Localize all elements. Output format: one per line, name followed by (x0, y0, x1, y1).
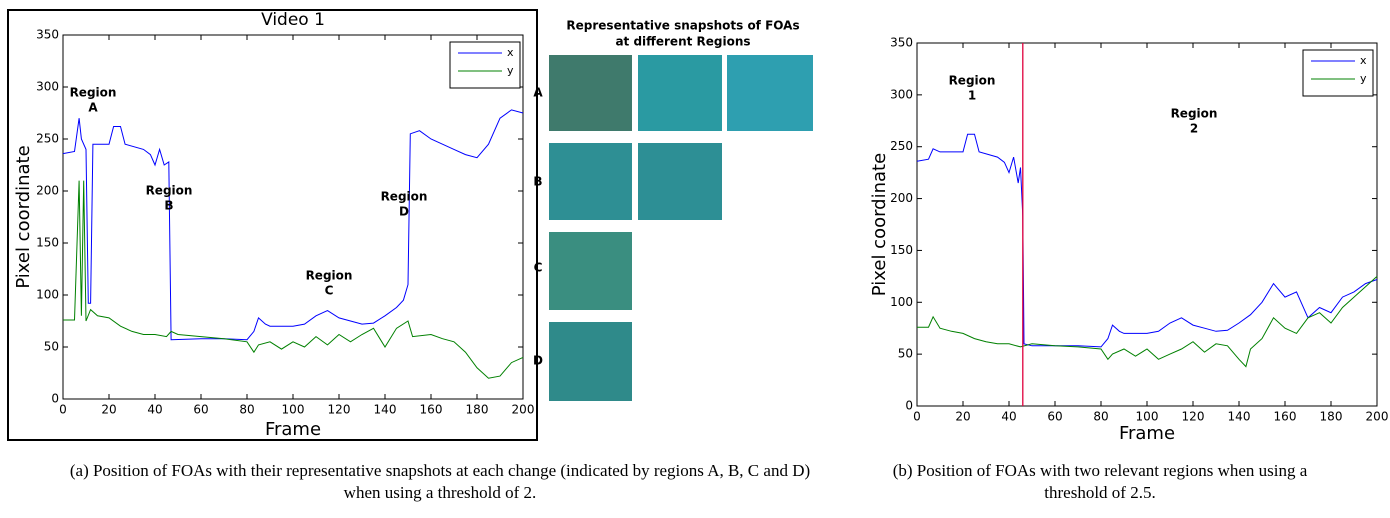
x-tick-label: 60 (1047, 410, 1062, 424)
region-label: C (325, 284, 334, 298)
caption: (a) Position of FOAs with their represen… (69, 461, 811, 502)
snapshot (638, 143, 722, 220)
x-tick-label: 0 (59, 403, 67, 417)
data-line (916, 133, 1378, 348)
y-tick-label: 0 (905, 399, 913, 413)
legend-label: x (1360, 54, 1367, 67)
snapshot-row-label: D (533, 354, 543, 368)
x-tick-label: 80 (239, 403, 254, 417)
region-label: Region (146, 184, 193, 198)
region-label: Region (1171, 107, 1218, 121)
snapshot-row-label: A (533, 86, 543, 100)
x-tick-label: 40 (147, 403, 162, 417)
x-tick-label: 120 (328, 403, 351, 417)
y-tick-label: 250 (890, 139, 913, 153)
region-label: Region (381, 190, 428, 204)
x-tick-label: 160 (1274, 410, 1297, 424)
y-tick-label: 0 (51, 392, 59, 406)
y-tick-label: 300 (36, 80, 59, 94)
y-axis-label: Pixel coordinate (13, 145, 34, 288)
figure-frame (7, 9, 538, 441)
region-label: A (88, 101, 98, 115)
y-tick-label: 150 (36, 236, 59, 250)
plot-area (916, 42, 1378, 407)
y-tick-label: 100 (890, 295, 913, 309)
x-tick-label: 140 (374, 403, 397, 417)
caption: (b) Position of FOAs with two relevant r… (892, 461, 1308, 502)
legend-label: y (507, 64, 514, 77)
snapshot (549, 143, 632, 220)
x-tick-label: 0 (913, 410, 921, 424)
x-tick-label: 60 (193, 403, 208, 417)
y-tick-label: 300 (890, 87, 913, 101)
x-tick-label: 180 (466, 403, 489, 417)
data-line (917, 276, 1378, 368)
x-tick-label: 80 (1093, 410, 1108, 424)
y-tick-label: 350 (36, 28, 59, 42)
snapshot-row-label: C (534, 261, 543, 275)
region-label: Region (70, 86, 117, 100)
snapshot (549, 232, 632, 310)
x-tick-label: 200 (1366, 410, 1389, 424)
y-tick-label: 200 (36, 184, 59, 198)
y-tick-label: 100 (36, 288, 59, 302)
chart-title: Video 1 (261, 10, 325, 30)
x-tick-label: 100 (1136, 410, 1159, 424)
data-line (63, 180, 524, 379)
x-tick-label: 200 (512, 403, 535, 417)
y-tick-label: 250 (36, 132, 59, 146)
region-label: B (164, 199, 173, 213)
y-tick-label: 150 (890, 243, 913, 257)
x-tick-label: 120 (1182, 410, 1205, 424)
region-label: 1 (968, 89, 976, 103)
data-line (62, 109, 524, 341)
y-tick-label: 200 (890, 191, 913, 205)
y-tick-label: 50 (898, 347, 913, 361)
snapshot-title: at different Regions (615, 35, 750, 49)
region-label: Region (306, 269, 353, 283)
figure: Representative snapshots of FOAs at diff… (7, 9, 1389, 444)
snapshot (549, 322, 632, 401)
snapshot-row-label: B (533, 175, 542, 189)
x-tick-label: 160 (420, 403, 443, 417)
region-label: Region (949, 74, 996, 88)
plot-area (62, 34, 524, 400)
y-axis-label: Pixel coordinate (869, 153, 890, 296)
snapshot (549, 55, 632, 131)
legend-box (1302, 49, 1374, 97)
region-label: 2 (1190, 122, 1198, 136)
y-tick-label: 50 (44, 340, 59, 354)
legend-label: x (507, 46, 514, 59)
legend-label: y (1360, 72, 1367, 85)
x-tick-label: 180 (1320, 410, 1343, 424)
x-tick-label: 20 (955, 410, 970, 424)
x-axis-label: Frame (265, 419, 321, 440)
x-axis-label: Frame (1119, 423, 1175, 444)
x-tick-label: 40 (1001, 410, 1016, 424)
x-tick-label: 20 (101, 403, 116, 417)
x-tick-label: 140 (1228, 410, 1251, 424)
x-tick-label: 100 (282, 403, 305, 417)
snapshot (727, 55, 813, 131)
y-tick-label: 350 (890, 36, 913, 50)
snapshot-title: Representative snapshots of FOAs (566, 19, 799, 33)
snapshot (638, 55, 722, 131)
legend-box (449, 41, 521, 89)
region-label: D (399, 205, 409, 219)
